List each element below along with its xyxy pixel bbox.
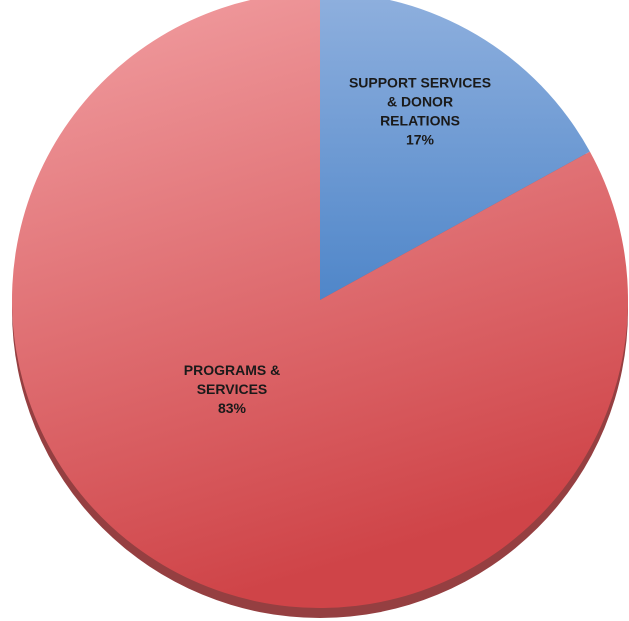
pie-slice-2: [12, 0, 628, 608]
slice-label-line: & DONOR: [387, 94, 453, 110]
pie-slice-1: [320, 0, 590, 300]
slice-value-label: 83%: [218, 400, 247, 416]
slice-value-label: 17%: [406, 132, 435, 148]
slice-label-line: RELATIONS: [380, 113, 460, 129]
slice-label-1: SUPPORT SERVICES & DONOR RELATIONS 17%: [349, 75, 491, 148]
slice-label-2: PROGRAMS & SERVICES 83%: [184, 362, 280, 416]
pie-slices: [12, 0, 628, 608]
slice-label-line: SERVICES: [197, 381, 268, 397]
pie-labels: SUPPORT SERVICES & DONOR RELATIONS 17% PROGR…: [184, 75, 491, 417]
slice-label-line: SUPPORT SERVICES: [349, 75, 491, 91]
slice-label-line: PROGRAMS &: [184, 362, 280, 378]
